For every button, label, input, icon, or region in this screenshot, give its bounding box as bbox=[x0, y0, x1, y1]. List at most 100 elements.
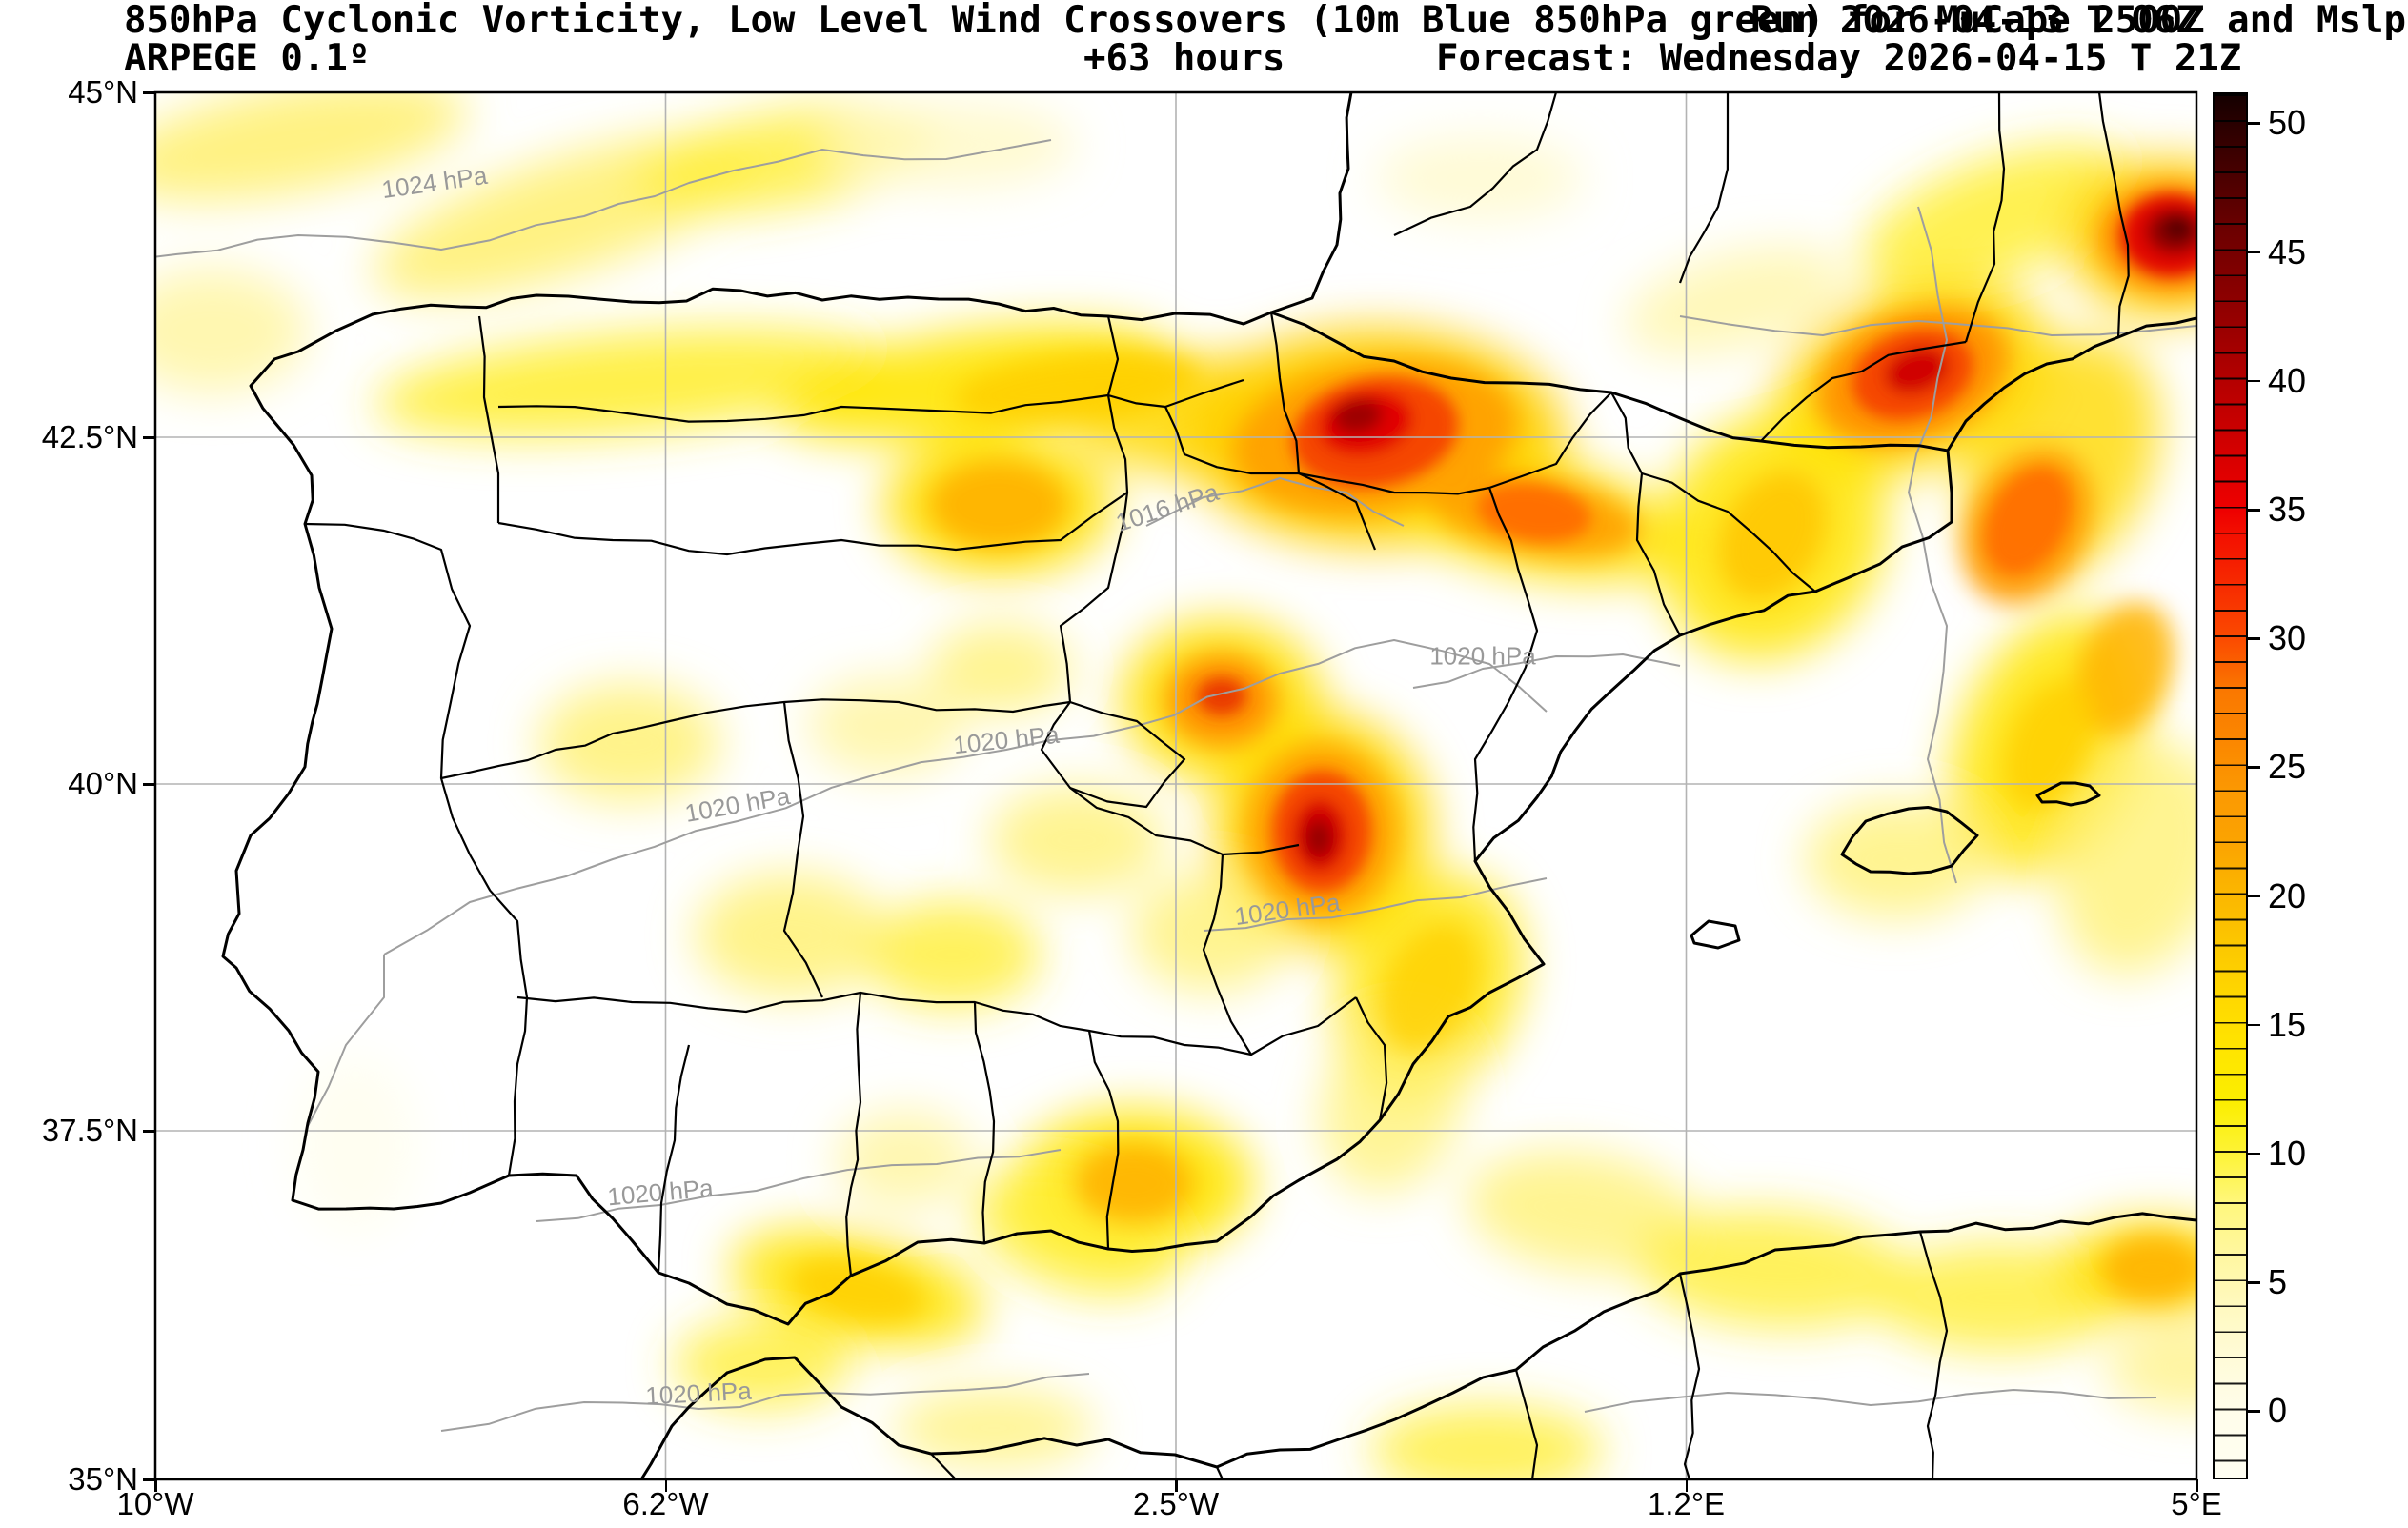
mslp-contour-label: 1020 hPa bbox=[644, 1376, 753, 1411]
admin-border bbox=[477, 315, 500, 523]
admin-border bbox=[1040, 700, 1186, 809]
admin-border bbox=[1514, 1369, 1539, 1479]
model-resolution-label: ARPEGE 0.1º bbox=[124, 37, 371, 80]
vorticity-blob bbox=[696, 874, 886, 997]
island-coastline bbox=[1690, 919, 1741, 950]
colorbar-tick-mark bbox=[2248, 1281, 2260, 1284]
admin-border bbox=[1298, 472, 1377, 551]
coastline bbox=[221, 312, 374, 1202]
mslp-contour-line bbox=[155, 139, 1052, 258]
vorticity-blob bbox=[1717, 470, 1828, 601]
run-datetime-label: Run 2026-04-13 T 06Z bbox=[1750, 0, 2198, 42]
admin-border bbox=[1269, 312, 1301, 474]
admin-border bbox=[1678, 92, 1730, 284]
mslp-contour-line bbox=[1412, 653, 1681, 689]
vorticity-blob bbox=[829, 102, 1077, 188]
lon-tick-label: 10°W bbox=[116, 1486, 194, 1521]
vorticity-blob bbox=[790, 1257, 925, 1324]
mslp-contour-line bbox=[1679, 315, 2196, 336]
admin-border bbox=[1106, 315, 1120, 396]
vorticity-blob bbox=[2101, 1235, 2196, 1303]
coastline bbox=[371, 287, 1273, 326]
map-title: 850hPa Cyclonic Vorticity, Low Level Win… bbox=[124, 0, 2406, 42]
colorbar-tick-label: 35 bbox=[2268, 490, 2307, 530]
vorticity-blob bbox=[1625, 246, 1848, 356]
admin-border bbox=[497, 378, 1244, 423]
lon-tick-mark bbox=[2196, 1479, 2198, 1492]
admin-border bbox=[657, 1044, 691, 1274]
vorticity-blob bbox=[1305, 819, 1332, 857]
lon-tick-label: 5°E bbox=[2171, 1486, 2222, 1521]
admin-border bbox=[1760, 340, 1967, 442]
colorbar-tick-mark bbox=[2248, 766, 2260, 769]
vorticity-blob bbox=[2106, 1326, 2196, 1412]
admin-border bbox=[304, 522, 529, 1176]
mslp-contour-line bbox=[440, 1373, 1090, 1432]
vorticity-blob bbox=[837, 1110, 974, 1209]
admin-border bbox=[845, 992, 862, 1277]
admin-border bbox=[516, 991, 1357, 1056]
mslp-contour-label: 1020 hPa bbox=[1429, 641, 1536, 671]
lon-tick-mark bbox=[664, 1479, 667, 1492]
coastline bbox=[291, 449, 1953, 1326]
vorticity-blob bbox=[374, 329, 889, 437]
colorbar-tick-label: 30 bbox=[2268, 618, 2307, 658]
lon-tick-label: 2.5°W bbox=[1132, 1486, 1220, 1521]
mslp-contour-line bbox=[1203, 877, 1548, 932]
lat-tick-label: 35°N bbox=[68, 1461, 138, 1497]
lat-tick-label: 37.5°N bbox=[41, 1113, 138, 1148]
colorbar-tick-mark bbox=[2248, 251, 2260, 254]
forecast-datetime-label: Forecast: Wednesday 2026-04-15 T 21Z bbox=[1436, 37, 2242, 80]
vorticity-blob bbox=[155, 92, 468, 201]
vorticity-blob bbox=[1320, 1021, 1463, 1193]
colorbar-tick-mark bbox=[2248, 122, 2260, 125]
colorbar-tick-label: 15 bbox=[2268, 1004, 2307, 1044]
lon-tick-mark bbox=[1175, 1479, 1178, 1492]
vorticity-blob bbox=[1884, 347, 1949, 394]
admin-border bbox=[1472, 487, 1539, 862]
vorticity-blob bbox=[1370, 1405, 1603, 1479]
colorbar-tick-label: 50 bbox=[2268, 103, 2307, 143]
colorbar-tick-mark bbox=[2248, 1410, 2260, 1413]
admin-border bbox=[1918, 1231, 1949, 1479]
colorbar-tick-mark bbox=[2248, 379, 2260, 383]
lon-tick-label: 1.2°E bbox=[1647, 1486, 1726, 1521]
map-plot-area bbox=[153, 90, 2198, 1481]
lat-tick-label: 45°N bbox=[68, 74, 138, 110]
admin-border bbox=[1355, 996, 1388, 1121]
colorbar-tick-label: 40 bbox=[2268, 360, 2307, 400]
colorbar-band-lines bbox=[2215, 94, 2246, 1478]
vorticity-blob bbox=[1375, 135, 1585, 221]
graticule bbox=[155, 92, 2196, 1479]
admin-border bbox=[497, 492, 1128, 556]
admin-border bbox=[1964, 92, 2006, 343]
colorbar-tick-label: 0 bbox=[2268, 1391, 2288, 1431]
colorbar-tick-mark bbox=[2248, 895, 2260, 898]
mslp-contour-line bbox=[383, 639, 1548, 955]
vorticity-blob bbox=[930, 461, 1067, 549]
lat-tick-mark bbox=[143, 436, 155, 439]
vorticity-blob bbox=[953, 351, 1201, 425]
admin-border bbox=[1164, 406, 1299, 475]
mslp-contour-line bbox=[536, 1149, 1062, 1222]
vorticity-blob bbox=[1075, 1143, 1193, 1223]
vorticity-blob bbox=[2075, 602, 2175, 735]
vorticity-blob bbox=[1197, 677, 1246, 715]
vorticity-blob bbox=[894, 1388, 1094, 1468]
colorbar bbox=[2213, 92, 2248, 1479]
admin-border bbox=[1069, 787, 1300, 856]
vorticity-blob bbox=[2163, 217, 2192, 240]
mslp-contour-line bbox=[1908, 206, 1957, 884]
admin-border bbox=[930, 1453, 957, 1479]
admin-border bbox=[1087, 1030, 1120, 1250]
admin-border bbox=[973, 1001, 996, 1244]
admin-border bbox=[1610, 392, 1681, 636]
lon-tick-label: 6.2°W bbox=[622, 1486, 709, 1521]
coastline bbox=[1946, 316, 2196, 452]
mslp-contour-line bbox=[1145, 477, 1405, 527]
vorticity-blob bbox=[1806, 800, 1987, 918]
lat-tick-mark bbox=[143, 1130, 155, 1133]
colorbar-tick-mark bbox=[2248, 1152, 2260, 1156]
lead-time-label: +63 hours bbox=[1083, 37, 1285, 80]
colorbar-tick-mark bbox=[2248, 637, 2260, 640]
